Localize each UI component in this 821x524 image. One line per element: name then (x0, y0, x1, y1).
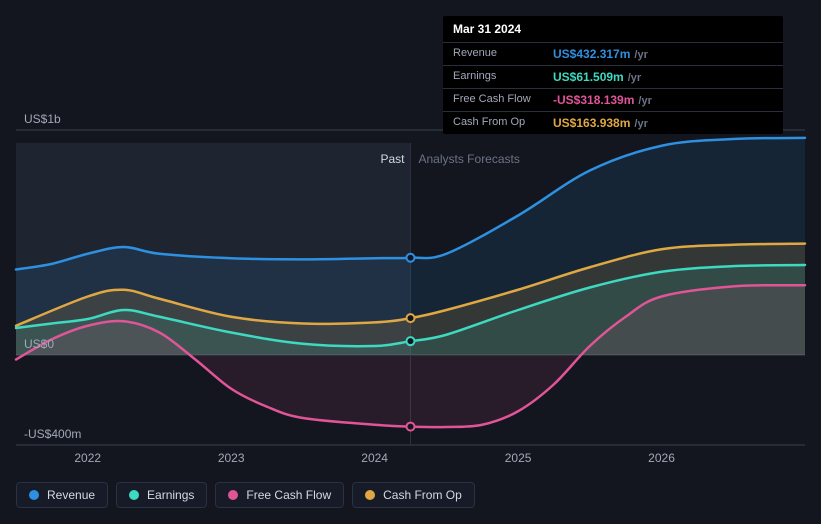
tooltip-row-value: -US$318.139m/yr (553, 93, 773, 107)
tooltip-row-value: US$432.317m/yr (553, 47, 773, 61)
x-axis-label: 2022 (74, 451, 101, 465)
tooltip-row-label: Revenue (453, 47, 553, 61)
tooltip-row-label: Earnings (453, 70, 553, 84)
x-axis-label: 2026 (648, 451, 675, 465)
legend-item-earnings[interactable]: Earnings (116, 482, 207, 508)
tooltip-row-label: Free Cash Flow (453, 93, 553, 107)
x-axis-label: 2024 (361, 451, 388, 465)
y-axis-label: US$0 (24, 337, 54, 351)
region-label-forecast: Analysts Forecasts (419, 152, 520, 166)
x-axis-label: 2025 (505, 451, 532, 465)
legend-label: Free Cash Flow (246, 488, 331, 502)
legend-dot (29, 490, 39, 500)
chart-tooltip: Mar 31 2024 RevenueUS$432.317m/yrEarning… (443, 16, 783, 134)
tooltip-row: EarningsUS$61.509m/yr (443, 66, 783, 89)
x-axis-label: 2023 (218, 451, 245, 465)
legend-label: Cash From Op (383, 488, 462, 502)
tooltip-row-value: US$163.938m/yr (553, 116, 773, 130)
legend-item-cash-from-op[interactable]: Cash From Op (352, 482, 475, 508)
tooltip-row-label: Cash From Op (453, 116, 553, 130)
tooltip-row-suffix: /yr (634, 118, 647, 130)
legend-label: Earnings (147, 488, 194, 502)
tooltip-row-suffix: /yr (634, 49, 647, 61)
legend-dot (129, 490, 139, 500)
legend-dot (365, 490, 375, 500)
tooltip-row-value: US$61.509m/yr (553, 70, 773, 84)
chart-legend: Revenue Earnings Free Cash Flow Cash From O… (16, 482, 475, 508)
tooltip-header: Mar 31 2024 (443, 16, 783, 43)
legend-item-free-cash-flow[interactable]: Free Cash Flow (215, 482, 344, 508)
legend-item-revenue[interactable]: Revenue (16, 482, 108, 508)
tooltip-row-suffix: /yr (628, 72, 641, 84)
earnings-revenue-chart: Mar 31 2024 RevenueUS$432.317m/yrEarning… (0, 0, 821, 524)
tooltip-row: RevenueUS$432.317m/yr (443, 43, 783, 66)
tooltip-row: Cash From OpUS$163.938m/yr (443, 112, 783, 134)
y-axis-label: -US$400m (24, 427, 81, 441)
region-label-past: Past (381, 152, 405, 166)
y-axis-label: US$1b (24, 112, 61, 126)
tooltip-rows: RevenueUS$432.317m/yrEarningsUS$61.509m/… (443, 43, 783, 134)
tooltip-row: Free Cash Flow-US$318.139m/yr (443, 89, 783, 112)
legend-dot (228, 490, 238, 500)
tooltip-row-suffix: /yr (638, 95, 651, 107)
legend-label: Revenue (47, 488, 95, 502)
